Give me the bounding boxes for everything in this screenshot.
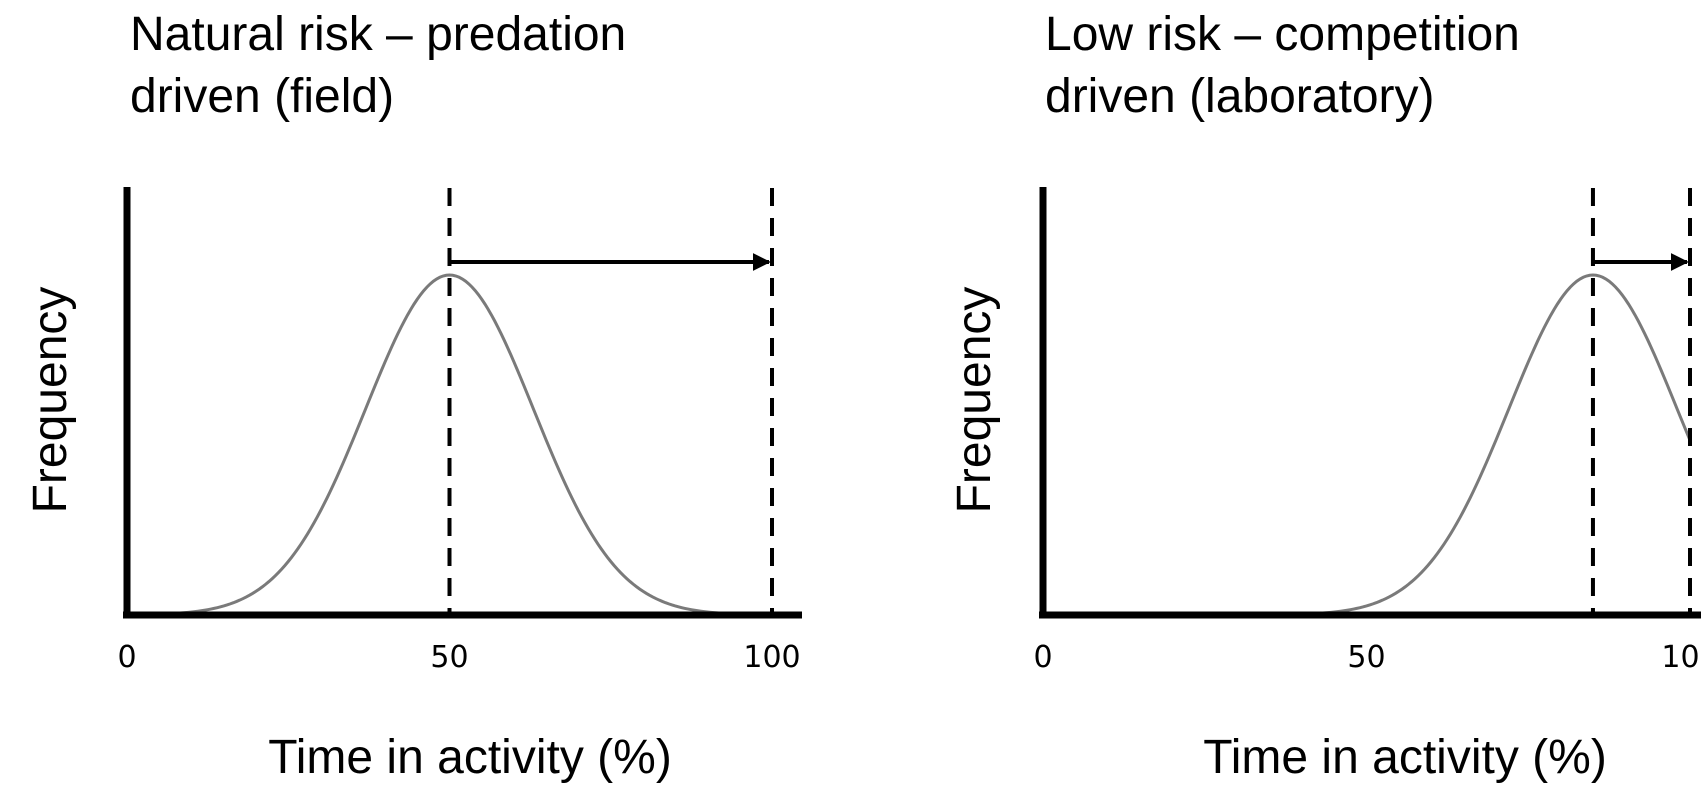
distribution-curve bbox=[126, 273, 773, 617]
chart-panel-natural-risk: Natural risk – predation driven (field) … bbox=[0, 0, 850, 803]
chart-title-line-1: Low risk – competition bbox=[1045, 8, 1520, 61]
chart-panel-low-risk: Low risk – competition driven (laborator… bbox=[850, 0, 1701, 803]
y-axis-label-visible: Frequency bbox=[948, 287, 1001, 514]
chart-title-line-1: Natural risk – predation bbox=[130, 8, 627, 61]
chart-title-line-2: driven (field) bbox=[130, 70, 395, 123]
x-tick-label: 0 bbox=[1033, 640, 1052, 675]
chart-plot-area: Frequency Frequency Time in activity (%)… bbox=[948, 187, 1701, 784]
chart-title: Low risk – competition driven (laborator… bbox=[1045, 4, 1520, 128]
x-axis-label: Time in activity (%) bbox=[268, 731, 672, 784]
x-tick-label: 100 bbox=[743, 640, 800, 675]
chart-title: Natural risk – predation driven (field) bbox=[130, 4, 626, 128]
y-axis-label: Frequency bbox=[24, 287, 77, 514]
chart-title-line-2: driven (laboratory) bbox=[1045, 70, 1435, 123]
chart-plot-area: Frequency Time in activity (%) 0 50 100 bbox=[24, 187, 802, 784]
x-axis-label: Time in activity (%) bbox=[1203, 731, 1607, 784]
x-tick-label: 0 bbox=[117, 640, 136, 675]
x-tick-label: 100 bbox=[1661, 640, 1701, 675]
x-tick-label: 50 bbox=[1347, 640, 1385, 675]
x-tick-label: 50 bbox=[430, 640, 468, 675]
